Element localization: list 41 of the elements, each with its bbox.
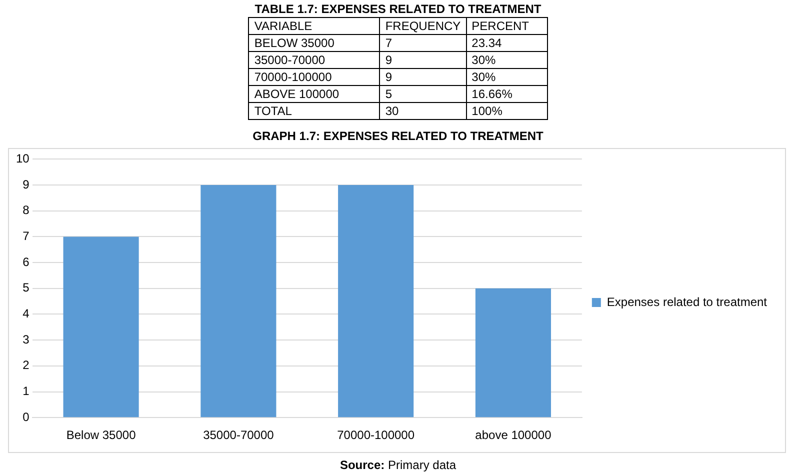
text: 30% [466,68,548,86]
y-tick-label: 6 [22,254,30,269]
text: ABOVE 100000 [248,86,380,102]
y-tick-label: 0 [22,410,30,424]
text: 7 [380,34,466,52]
text: VARIABLE [248,18,380,34]
text: 9 [380,52,466,68]
bar [63,236,139,418]
bar [475,288,551,418]
text: 9 [380,68,466,86]
text: PERCENT [466,18,548,34]
y-tick-label: 4 [22,306,30,321]
y-tick-label: 7 [22,229,30,244]
y-tick-label: 10 [16,152,30,166]
y-tick-label: 8 [22,203,30,218]
text: 35000-70000 [248,52,380,68]
x-tick-label: Below 35000 [66,428,136,442]
text: FREQUENCY [380,18,466,34]
y-tick-label: 3 [22,332,30,346]
bar [200,185,276,418]
y-tick-label: 9 [22,177,30,192]
text: 5 [380,86,466,102]
text: 16.66% [466,86,548,102]
text: 23.34 [466,34,548,52]
text: TOTAL [248,102,380,120]
x-tick-label: 70000-100000 [337,428,415,442]
y-tick-label: 1 [22,384,30,398]
legend-label: Expenses related to treatment [606,294,768,309]
text: BELOW 35000 [248,34,380,52]
x-tick-label: 35000-70000 [203,428,274,442]
x-tick-label: above 100000 [475,428,552,442]
y-tick-label: 5 [22,280,30,295]
text: 70000-100000 [248,68,380,86]
source-note: Source: Primary data [338,458,458,472]
y-tick-label: 2 [22,358,30,372]
text: 30 [380,102,466,120]
text: TABLE 1.7: EXPENSES RELATED TO TREATMENT [254,2,542,16]
bar [338,185,414,418]
text: 100% [466,102,548,120]
chart-title: GRAPH 1.7: EXPENSES RELATED TO TREATMENT [252,129,544,143]
text: 30% [466,52,548,68]
